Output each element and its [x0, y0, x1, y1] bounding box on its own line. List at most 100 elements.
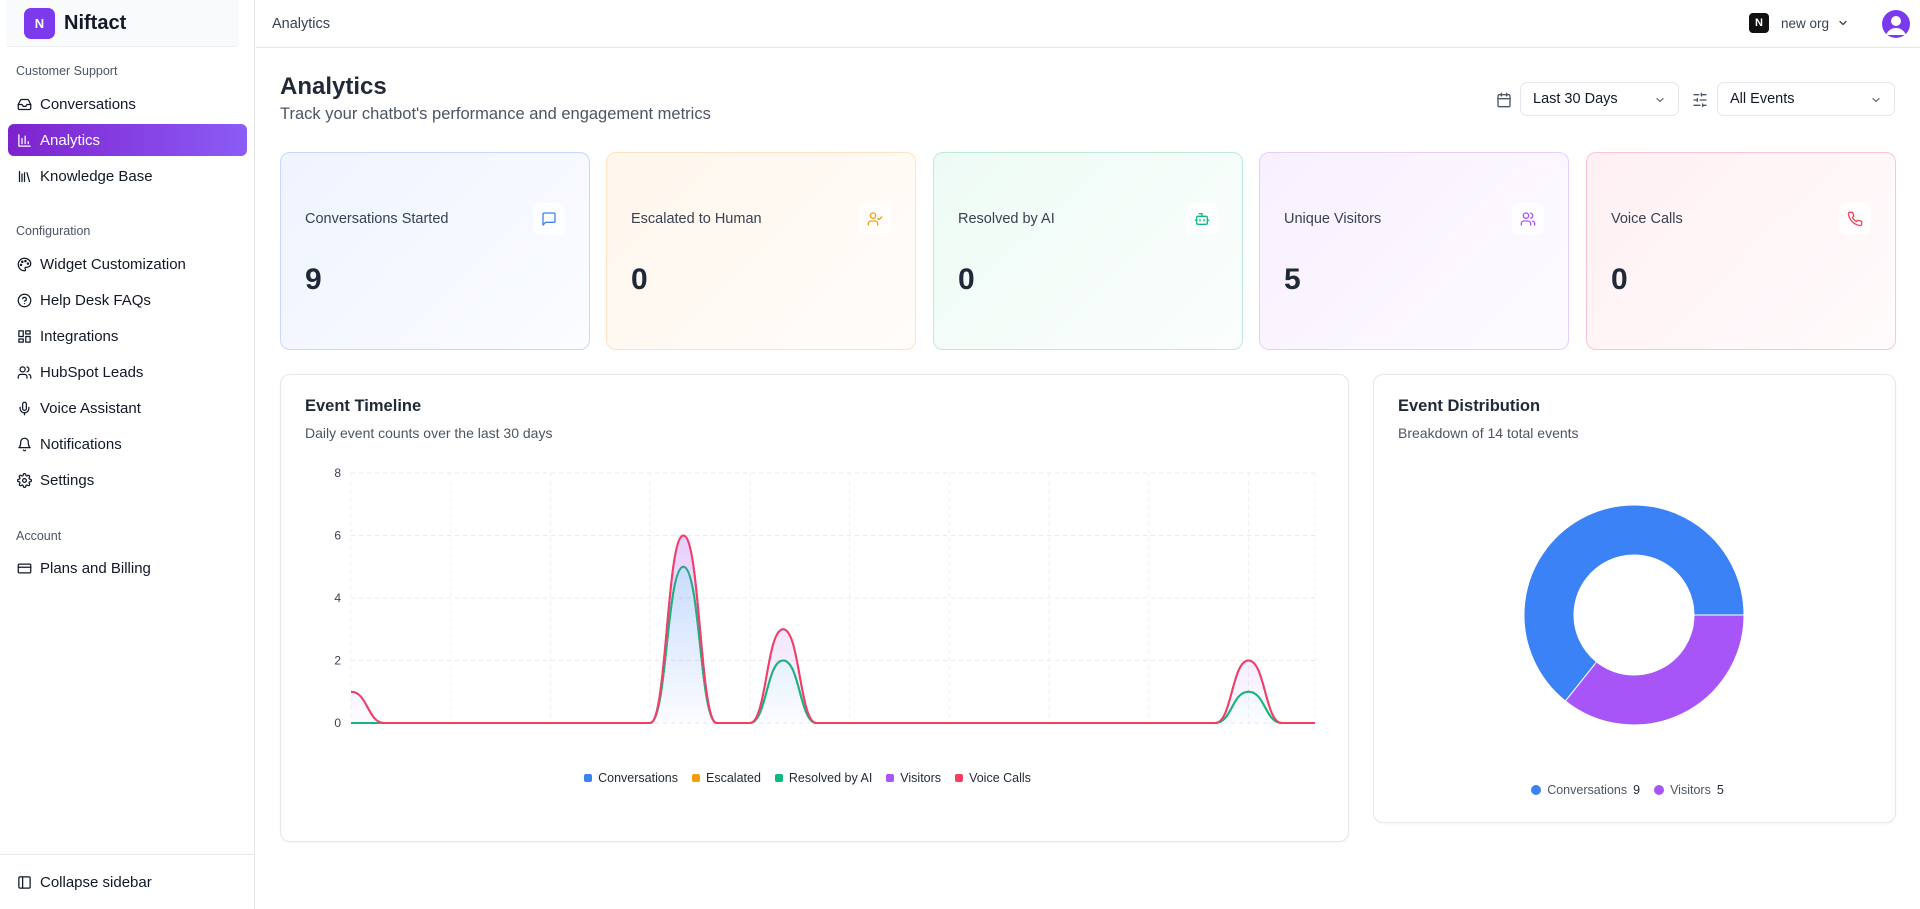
- panel-title: Event Timeline: [305, 397, 422, 415]
- y-tick-label: 2: [334, 654, 341, 668]
- palette-icon: [16, 256, 32, 272]
- distribution-legend: Conversations 9 Visitors 5: [1374, 783, 1895, 797]
- sidebar: N Niftact Customer Support Conversations…: [0, 0, 255, 909]
- line-conversations: [351, 565, 1315, 724]
- stat-label: Conversations Started: [305, 211, 449, 227]
- area-conversations: [351, 566, 1315, 723]
- stat-value: 5: [1284, 263, 1301, 296]
- legend-dot: [1654, 785, 1665, 795]
- line-voice-calls: [350, 534, 1315, 724]
- collapse-sidebar-button[interactable]: Collapse sidebar: [8, 866, 247, 898]
- date-range-value: Last 30 Days: [1533, 91, 1618, 107]
- section-label-customer-support: Customer Support: [16, 64, 118, 78]
- date-range-select[interactable]: Last 30 Days: [1520, 82, 1679, 116]
- org-switcher[interactable]: N new org: [1748, 13, 1849, 33]
- panel-subtitle: Breakdown of 14 total events: [1398, 425, 1579, 441]
- sidebar-item-label: HubSpot Leads: [40, 363, 144, 381]
- calendar-icon: [1497, 92, 1511, 108]
- area-voice-calls: [351, 535, 1315, 723]
- legend-item[interactable]: Voice Calls: [955, 771, 1031, 785]
- stat-value: 9: [305, 263, 322, 296]
- legend-item[interactable]: Escalated: [692, 771, 761, 785]
- legend-item[interactable]: Visitors: [886, 771, 941, 785]
- stat-card-resolved-by-ai: Resolved by AI 0: [933, 152, 1243, 350]
- user-check-icon: [859, 203, 891, 235]
- legend-swatch: [886, 774, 895, 782]
- legend-item[interactable]: Visitors 5: [1654, 783, 1724, 797]
- legend-label: Conversations: [1547, 783, 1628, 797]
- legend-dot: [1531, 785, 1542, 795]
- collapse-sidebar-label: Collapse sidebar: [40, 873, 152, 891]
- user-icon: [1886, 16, 1906, 35]
- credit-card-icon: [16, 560, 32, 576]
- legend-label: Conversations: [598, 771, 678, 785]
- legend-label: Visitors: [900, 771, 942, 785]
- section-label-configuration: Configuration: [16, 224, 91, 238]
- line-resolved-by-ai: [351, 565, 1315, 724]
- sidebar-item-label: Settings: [40, 471, 95, 489]
- y-tick-label: 8: [334, 466, 341, 480]
- event-timeline-panel: Event Timeline Daily event counts over t…: [280, 374, 1349, 842]
- stat-label: Voice Calls: [1611, 211, 1683, 227]
- legend-swatch: [774, 774, 783, 782]
- sidebar-item-conversations[interactable]: Conversations: [8, 88, 247, 120]
- area-escalated: [351, 566, 1315, 723]
- page-subtitle: Track your chatbot's performance and eng…: [280, 105, 711, 123]
- org-name: new org: [1780, 15, 1829, 31]
- chevron-down-icon: [1839, 20, 1847, 26]
- sidebar-footer: Collapse sidebar: [0, 854, 255, 909]
- brand[interactable]: N Niftact: [6, 0, 239, 47]
- message-square-icon: [533, 203, 565, 235]
- brand-name: Niftact: [64, 11, 127, 34]
- sidebar-item-notifications[interactable]: Notifications: [8, 428, 247, 460]
- legend-swatch: [584, 774, 593, 782]
- chevron-down-icon: [1656, 97, 1664, 103]
- event-type-select[interactable]: All Events: [1717, 82, 1895, 116]
- sidebar-item-widget-customization[interactable]: Widget Customization: [8, 248, 247, 280]
- inbox-icon: [16, 96, 32, 112]
- legend-value: 5: [1716, 783, 1724, 797]
- stat-card-escalated-to-human: Escalated to Human 0: [606, 152, 916, 350]
- y-tick-label: 4: [334, 591, 341, 605]
- sidebar-item-analytics[interactable]: Analytics: [8, 124, 247, 156]
- legend-item[interactable]: Conversations: [584, 771, 678, 785]
- stat-value: 0: [958, 263, 975, 296]
- sidebar-item-label: Widget Customization: [40, 255, 186, 273]
- sidebar-item-hubspot-leads[interactable]: HubSpot Leads: [8, 356, 247, 388]
- phone-icon: [1839, 203, 1871, 235]
- top-bar: Analytics N new org: [256, 0, 1920, 48]
- breadcrumb: Analytics: [272, 15, 331, 32]
- legend-label: Visitors: [1670, 783, 1711, 797]
- sidebar-item-integrations[interactable]: Integrations: [8, 320, 247, 352]
- help-circle-icon: [16, 292, 32, 308]
- sidebar-item-label: Conversations: [40, 95, 136, 113]
- event-distribution-panel: Event Distribution Breakdown of 14 total…: [1373, 374, 1896, 823]
- legend-label: Escalated: [706, 771, 761, 785]
- sidebar-item-voice-assistant[interactable]: Voice Assistant: [8, 392, 247, 424]
- sidebar-item-label: Voice Assistant: [40, 399, 141, 417]
- area-resolved-by-ai: [351, 566, 1315, 723]
- page-title: Analytics: [280, 73, 387, 100]
- slice-visitors[interactable]: [1564, 614, 1745, 726]
- stat-card-unique-visitors: Unique Visitors 5: [1259, 152, 1569, 350]
- sidebar-item-settings[interactable]: Settings: [8, 464, 247, 496]
- legend-value: 9: [1633, 783, 1641, 797]
- org-logo: N: [1748, 13, 1769, 33]
- y-tick-label: 6: [334, 529, 341, 543]
- legend-item[interactable]: Resolved by AI: [774, 771, 872, 785]
- stat-label: Unique Visitors: [1284, 211, 1382, 227]
- sidebar-item-label: Notifications: [40, 435, 122, 453]
- section-label-account: Account: [16, 529, 62, 543]
- event-type-value: All Events: [1730, 91, 1795, 107]
- users-icon: [16, 364, 32, 380]
- legend-item[interactable]: Conversations 9: [1531, 783, 1640, 797]
- sidebar-panel-icon: [16, 874, 32, 890]
- sidebar-item-help-desk-faqs[interactable]: Help Desk FAQs: [8, 284, 247, 316]
- sidebar-item-plans-and-billing[interactable]: Plans and Billing: [8, 552, 247, 584]
- sidebar-item-knowledge-base[interactable]: Knowledge Base: [8, 160, 247, 192]
- avatar[interactable]: [1882, 10, 1910, 38]
- legend-swatch: [692, 774, 700, 782]
- slice-conversations[interactable]: [1523, 504, 1745, 702]
- stat-value: 0: [631, 263, 648, 296]
- panel-subtitle: Daily event counts over the last 30 days: [305, 425, 553, 441]
